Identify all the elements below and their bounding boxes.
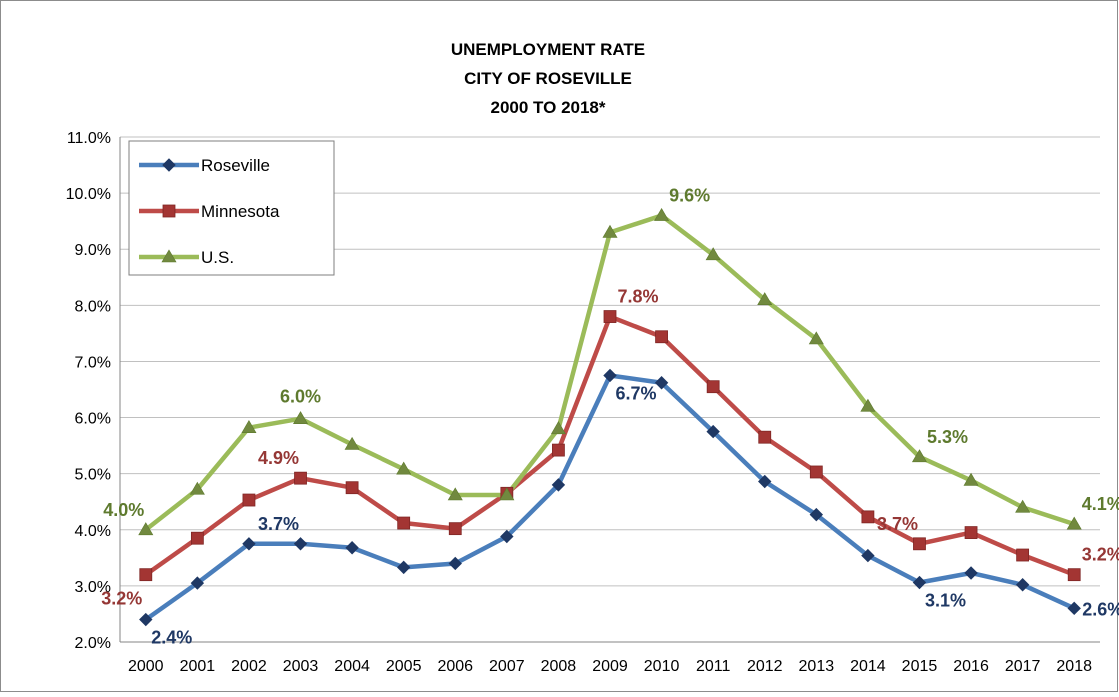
data-label: 9.6%: [669, 186, 710, 206]
legend-label: Minnesota: [201, 202, 280, 221]
x-tick-label: 2004: [334, 658, 370, 675]
x-tick-label: 2013: [799, 658, 835, 675]
data-point: [552, 444, 564, 456]
data-point: [707, 381, 719, 393]
data-point: [191, 532, 203, 544]
y-tick-label: 11.0%: [67, 130, 111, 147]
x-tick-label: 2006: [437, 658, 473, 675]
y-tick-label: 10.0%: [66, 186, 111, 203]
y-tick-label: 8.0%: [75, 298, 111, 315]
y-tick-label: 5.0%: [75, 467, 111, 484]
data-point: [295, 472, 307, 484]
x-tick-label: 2008: [541, 658, 577, 675]
data-point: [1068, 569, 1080, 581]
x-tick-label: 2011: [696, 658, 731, 675]
data-label: 3.2%: [101, 589, 142, 609]
y-tick-label: 4.0%: [75, 523, 111, 540]
x-tick-label: 2009: [592, 658, 628, 675]
data-label: 5.3%: [927, 427, 968, 447]
y-tick-label: 9.0%: [75, 242, 111, 259]
data-label: 3.2%: [1082, 545, 1119, 565]
x-tick-label: 2015: [902, 658, 938, 675]
x-tick-label: 2005: [386, 658, 422, 675]
data-point: [398, 517, 410, 529]
data-point: [862, 511, 874, 523]
y-tick-label: 2.0%: [75, 635, 111, 652]
legend-marker: [163, 205, 175, 217]
legend-label: U.S.: [201, 248, 234, 267]
data-point: [1017, 549, 1029, 561]
data-point: [243, 494, 255, 506]
data-point: [656, 331, 668, 343]
chart-title-line: UNEMPLOYMENT RATE: [451, 40, 645, 59]
data-label: 4.0%: [103, 500, 144, 520]
data-point: [913, 538, 925, 550]
x-tick-label: 2001: [180, 658, 216, 675]
data-label: 4.9%: [258, 448, 299, 468]
data-label: 6.7%: [615, 383, 656, 403]
legend-label: Roseville: [201, 156, 270, 175]
x-tick-label: 2003: [283, 658, 319, 675]
data-label: 2.4%: [151, 628, 192, 648]
data-label: 2.6%: [1082, 599, 1119, 619]
data-label: 3.1%: [925, 591, 966, 611]
x-tick-label: 2014: [850, 658, 886, 675]
x-tick-label: 2016: [953, 658, 989, 675]
data-label: 7.8%: [617, 287, 658, 307]
chart-title-line: 2000 TO 2018*: [491, 98, 606, 117]
data-point: [965, 527, 977, 539]
x-tick-label: 2012: [747, 658, 783, 675]
data-point: [346, 482, 358, 494]
x-tick-label: 2002: [231, 658, 267, 675]
data-label: 3.7%: [258, 514, 299, 534]
y-tick-label: 7.0%: [75, 354, 111, 371]
data-point: [810, 466, 822, 478]
x-tick-label: 2010: [644, 658, 680, 675]
data-point: [140, 569, 152, 581]
x-tick-label: 2017: [1005, 658, 1041, 675]
x-tick-label: 2000: [128, 658, 164, 675]
chart-title-line: CITY OF ROSEVILLE: [464, 69, 632, 88]
data-label: 4.1%: [1082, 494, 1119, 514]
x-tick-label: 2007: [489, 658, 525, 675]
data-point: [449, 523, 461, 535]
legend: Roseville Minnesota U.S.: [129, 141, 334, 275]
y-tick-label: 6.0%: [75, 411, 111, 428]
data-label: 6.0%: [280, 387, 321, 407]
data-label: 3.7%: [877, 514, 918, 534]
data-point: [759, 431, 771, 443]
x-tick-label: 2018: [1056, 658, 1092, 675]
data-point: [604, 311, 616, 323]
